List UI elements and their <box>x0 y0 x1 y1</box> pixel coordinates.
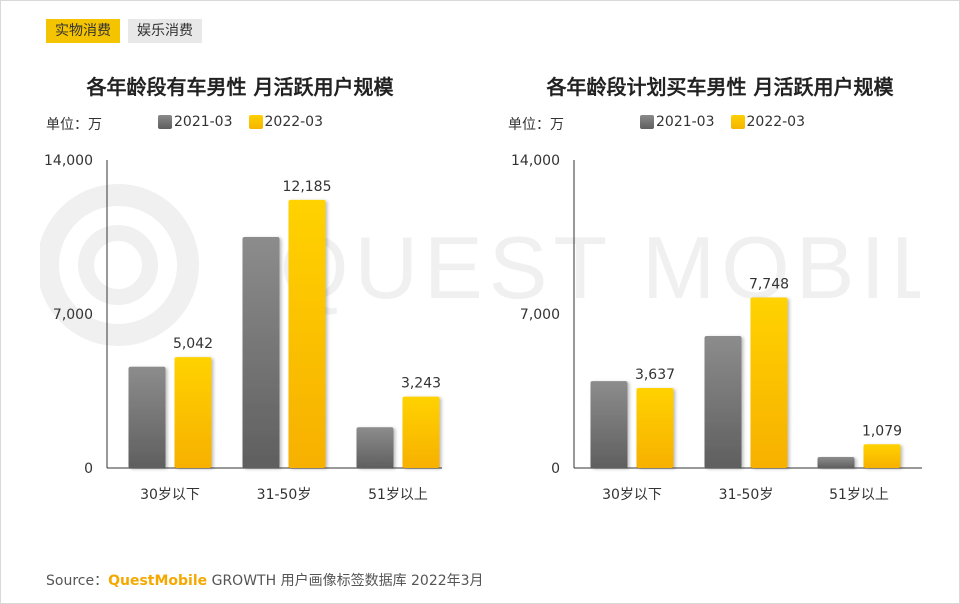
data-label: 7,748 <box>749 277 789 293</box>
bar-2022 <box>288 199 326 468</box>
x-tick-label: 51岁以上 <box>368 487 428 503</box>
bar-chart-svg: 0 7,000 14,000 3,637 30岁以下 7,748 31-50岁 1,079 51… <box>511 153 922 503</box>
source-prefix: Source： <box>46 573 109 589</box>
bar-2021 <box>242 237 280 468</box>
source-brand: QuestMobile <box>108 573 208 589</box>
data-label: 1,079 <box>862 423 902 439</box>
legend-swatch-gray <box>158 115 172 129</box>
legend-item-2021: 2021-03 <box>158 114 233 130</box>
bar-2022 <box>863 444 901 468</box>
legend-label: 2021-03 <box>174 114 233 130</box>
y-tick-label: 7,000 <box>53 307 93 323</box>
chart-title: 各年龄段计划买车男性 月活跃用户规模 <box>546 75 894 99</box>
x-tick-label: 30岁以下 <box>140 487 200 503</box>
y-tick-label: 7,000 <box>520 307 560 323</box>
legend-swatch-gold <box>730 115 745 129</box>
data-label: 5,042 <box>173 336 213 352</box>
y-tick-label: 14,000 <box>44 153 93 169</box>
y-tick-label: 14,000 <box>511 153 560 169</box>
bar-2021 <box>704 336 742 468</box>
bar-2022 <box>636 387 674 468</box>
chart-panel-left: 各年龄段有车男性 月活跃用户规模 单位：万 2021-03 2022-03 0 7… <box>0 0 480 560</box>
bar-2021 <box>590 381 628 468</box>
legend-swatch-gold <box>248 115 263 129</box>
x-tick-label: 31-50岁 <box>257 487 312 503</box>
y-tick-label: 0 <box>84 461 93 477</box>
bar-chart-svg: 0 7,000 14,000 5,042 30岁以下 12,185 31-50岁 3,243 5… <box>44 153 442 503</box>
bar-2021 <box>817 457 855 468</box>
chart-title: 各年龄段有车男性 月活跃用户规模 <box>86 75 394 99</box>
unit-label: 单位：万 <box>508 117 564 133</box>
legend-label: 2021-03 <box>656 114 715 130</box>
bar-2022 <box>750 297 788 468</box>
legend: 2021-03 2022-03 <box>158 114 323 130</box>
x-tick-label: 30岁以下 <box>602 487 662 503</box>
data-label: 3,243 <box>401 376 441 392</box>
source-text: GROWTH 用户画像标签数据库 2022年3月 <box>207 573 484 589</box>
legend-label: 2022-03 <box>746 114 806 130</box>
bar-2022 <box>402 396 440 468</box>
legend-item-2021: 2021-03 <box>640 114 715 130</box>
bar-2022 <box>174 357 212 468</box>
data-label: 3,637 <box>635 367 675 383</box>
tab-entertainment-consumption[interactable]: 娱乐消费 <box>128 19 202 43</box>
data-label: 12,185 <box>283 179 332 195</box>
legend-swatch-gray <box>640 115 654 129</box>
legend-label: 2022-03 <box>264 114 324 130</box>
legend: 2021-03 2022-03 <box>640 114 805 130</box>
tab-physical-consumption[interactable]: 实物消费 <box>46 19 120 43</box>
unit-label: 单位：万 <box>46 117 102 133</box>
bar-2021 <box>128 366 166 468</box>
source-note: Source：QuestMobile GROWTH 用户画像标签数据库 2022… <box>46 570 484 590</box>
legend-item-2022: 2022-03 <box>248 114 324 130</box>
tab-bar: 实物消费 娱乐消费 <box>46 19 202 43</box>
x-tick-label: 51岁以上 <box>829 487 889 503</box>
legend-item-2022: 2022-03 <box>730 114 806 130</box>
chart-panel-right: 各年龄段计划买车男性 月活跃用户规模 单位：万 2021-03 2022-03 … <box>480 0 960 560</box>
x-tick-label: 31-50岁 <box>719 487 774 503</box>
y-tick-label: 0 <box>551 461 560 477</box>
bar-2021 <box>356 427 394 468</box>
